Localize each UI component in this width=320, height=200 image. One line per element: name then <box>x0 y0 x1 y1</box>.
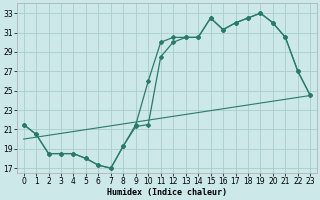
X-axis label: Humidex (Indice chaleur): Humidex (Indice chaleur) <box>107 188 227 197</box>
